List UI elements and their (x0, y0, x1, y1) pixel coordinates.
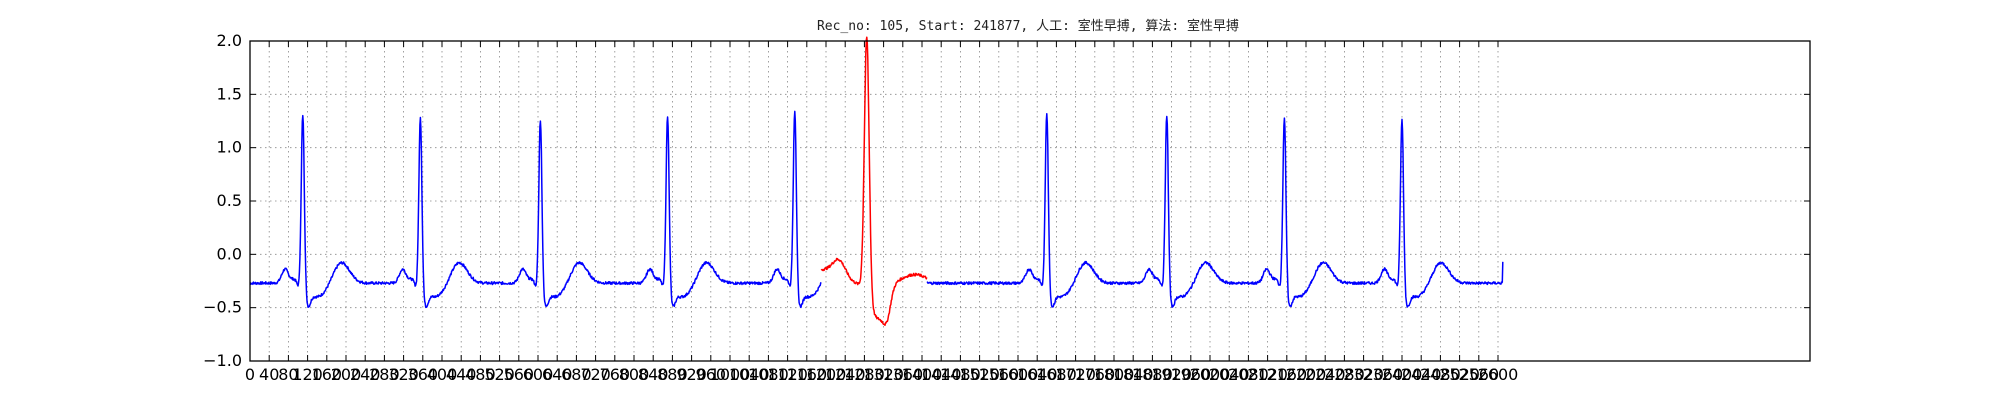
x-tick-label: 2280 (1324, 365, 1365, 384)
x-tick-label: 1560 (978, 365, 1019, 384)
y-tick-label: −0.5 (203, 298, 242, 317)
x-tick-label: 1840 (1113, 365, 1154, 384)
ectopic-beat-segment (820, 36, 928, 326)
x-tick-label: 1440 (921, 365, 962, 384)
x-tick-label: 1360 (882, 365, 923, 384)
x-tick-label: 2000 (1190, 365, 1231, 384)
chart-title: Rec_no: 105, Start: 241877, 人工: 室性早搏, 算法… (817, 18, 1239, 34)
x-tick-label: 800 (619, 365, 650, 384)
x-tick-label: 1600 (998, 365, 1039, 384)
x-tick-label: 600 (523, 365, 554, 384)
x-tick-label: 760 (600, 365, 631, 384)
x-tick-label: 1640 (1017, 365, 1058, 384)
x-tick-label: 1960 (1170, 365, 1211, 384)
normal-signal-segment (249, 110, 822, 309)
normal-signal-segment (926, 112, 1504, 308)
x-axis-ticks: 0 408012016020024028032036040044048052056… (245, 41, 1518, 384)
x-tick-label: 640 (542, 365, 573, 384)
x-tick-label: 1880 (1132, 365, 1173, 384)
x-tick-label: 2320 (1343, 365, 1384, 384)
x-tick-label: 200 (331, 365, 362, 384)
x-tick-label: 2520 (1439, 365, 1480, 384)
x-tick-label: 1680 (1036, 365, 1077, 384)
x-tick-label: 2440 (1401, 365, 1442, 384)
x-tick-label: 1320 (863, 365, 904, 384)
x-tick-label: 2120 (1247, 365, 1288, 384)
x-tick-label: 2360 (1362, 365, 1403, 384)
x-tick-label: 280 (369, 365, 400, 384)
x-tick-label: 720 (580, 365, 611, 384)
x-tick-label: 1120 (767, 365, 808, 384)
x-tick-label: 2400 (1382, 365, 1423, 384)
x-tick-label: 80 (278, 365, 298, 384)
x-tick-label: 1720 (1055, 365, 1096, 384)
x-tick-label: 440 (446, 365, 477, 384)
x-tick-label: 1480 (940, 365, 981, 384)
x-tick-label: 2080 (1228, 365, 1269, 384)
y-axis-ticks: −1.0 −0.5 0.0 0.5 1.0 1.5 2.0 (203, 31, 1810, 370)
x-tick-label: 400 (427, 365, 458, 384)
x-tick-label: 960 (696, 365, 727, 384)
x-tick-label: 1160 (786, 365, 827, 384)
x-tick-label: 2200 (1286, 365, 1327, 384)
x-tick-label: 480 (465, 365, 496, 384)
y-tick-label: 0.5 (217, 191, 242, 210)
x-tick-label: 1080 (748, 365, 789, 384)
x-tick-label: 1520 (959, 365, 1000, 384)
x-tick-label: 2240 (1305, 365, 1346, 384)
x-tick-label: 2560 (1458, 365, 1499, 384)
x-tick-label: 160 (312, 365, 343, 384)
x-tick-label: 920 (676, 365, 707, 384)
x-tick-label: 1240 (825, 365, 866, 384)
y-tick-label: 0.0 (217, 244, 242, 263)
x-tick-label: 2480 (1420, 365, 1461, 384)
x-tick-label: 560 (504, 365, 535, 384)
x-tick-label: 1800 (1094, 365, 1135, 384)
x-tick-label: 1040 (729, 365, 770, 384)
y-tick-label: 1.0 (217, 138, 242, 157)
x-tick-label: 240 (350, 365, 381, 384)
x-tick-label: 880 (657, 365, 688, 384)
ecg-signal (249, 36, 1504, 326)
x-tick-label: 0 (245, 365, 255, 384)
x-tick-label: 1000 (710, 365, 751, 384)
x-tick-label: 840 (638, 365, 669, 384)
x-tick-label: 1920 (1151, 365, 1192, 384)
x-tick-label: 2040 (1209, 365, 1250, 384)
y-tick-label: 2.0 (217, 31, 242, 50)
x-tick-label: 2160 (1266, 365, 1307, 384)
x-tick-label: 120 (292, 365, 323, 384)
x-tick-label: 520 (484, 365, 515, 384)
x-tick-label: 680 (561, 365, 592, 384)
x-tick-label: 1400 (902, 365, 943, 384)
y-tick-label: −1.0 (203, 351, 242, 370)
y-tick-label: 1.5 (217, 84, 242, 103)
x-tick-label: 320 (388, 365, 419, 384)
x-tick-label: 2600 (1478, 365, 1519, 384)
x-tick-label: 360 (408, 365, 439, 384)
x-tick-label: 1280 (844, 365, 885, 384)
x-tick-label: 1760 (1074, 365, 1115, 384)
x-tick-label: 40 (259, 365, 279, 384)
x-tick-label: 1200 (806, 365, 847, 384)
